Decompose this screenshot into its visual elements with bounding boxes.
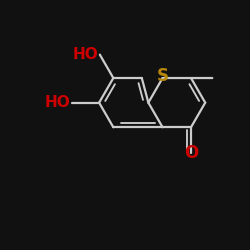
Text: S: S — [156, 67, 168, 85]
Text: O: O — [184, 144, 198, 162]
Text: HO: HO — [45, 95, 71, 110]
Text: HO: HO — [73, 47, 99, 62]
